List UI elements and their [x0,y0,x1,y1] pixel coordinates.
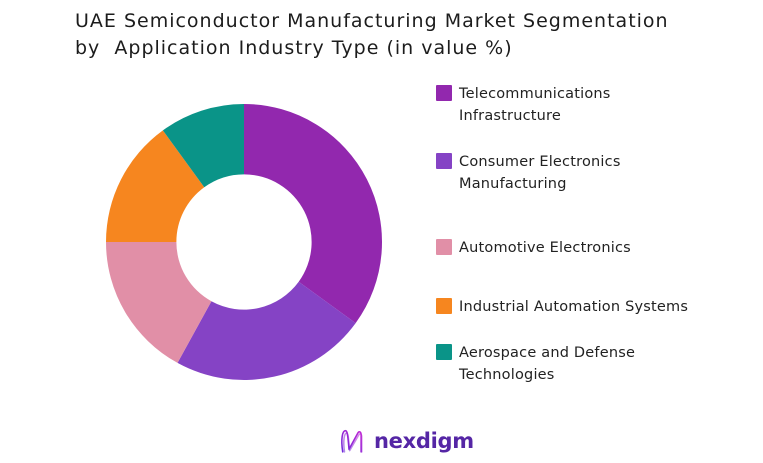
legend-label-line: Technologies [459,367,555,383]
legend-label-line: Aerospace and Defense [459,345,636,361]
donut-slice-industrial-automation-systems [106,130,205,242]
chart-title-line-2: by Application Industry Type (in value %… [75,37,513,59]
legend-label-line: Telecommunications [459,86,611,102]
legend-label: Telecommunications Infrastructure [459,83,611,127]
legend-item-automotive-electronics: Automotive Electronics [436,237,631,259]
chart-legend: Telecommunications Infrastructure Consum… [436,0,756,463]
donut-slice-aerospace-and-defense-technologies [162,104,244,188]
legend-label-line: Automotive Electronics [459,240,631,256]
legend-swatch-telecommunications [436,85,452,101]
legend-label: Consumer Electronics Manufacturing [459,151,621,195]
chart-title: UAE Semiconductor Manufacturing Market S… [75,8,735,62]
legend-item-aerospace-and-defense-technologies: Aerospace and Defense Technologies [436,342,635,386]
legend-item-industrial-automation-systems: Industrial Automation Systems [436,296,688,318]
nexdigm-logo-icon [341,429,363,453]
legend-label-line: Manufacturing [459,176,567,192]
legend-swatch-automotive-electronics [436,239,452,255]
donut-slice-automotive-electronics [106,242,212,363]
donut-chart-svg [106,104,382,380]
legend-label: Automotive Electronics [459,237,631,259]
legend-item-telecommunications-infrastructure: Telecommunications Infrastructure [436,83,611,127]
donut-chart [104,102,384,382]
legend-label: Aerospace and Defense Technologies [459,342,635,386]
chart-title-line-1: UAE Semiconductor Manufacturing Market S… [75,10,669,32]
donut-slice-telecommunications-infrastructure [244,104,382,324]
legend-swatch-industrial-automation [436,298,452,314]
nexdigm-wordmark: nexdigm [374,428,474,453]
legend-label: Industrial Automation Systems [459,296,688,318]
legend-swatch-aerospace-defense [436,344,452,360]
legend-swatch-consumer-electronics [436,153,452,169]
legend-label-line: Consumer Electronics [459,154,621,170]
legend-label-line: Infrastructure [459,108,562,124]
donut-slice-consumer-electronics-manufacturing [177,281,356,380]
nexdigm-logo: nexdigm [336,425,474,456]
legend-item-consumer-electronics-manufacturing: Consumer Electronics Manufacturing [436,151,621,195]
legend-label-line: Industrial Automation Systems [459,299,689,315]
